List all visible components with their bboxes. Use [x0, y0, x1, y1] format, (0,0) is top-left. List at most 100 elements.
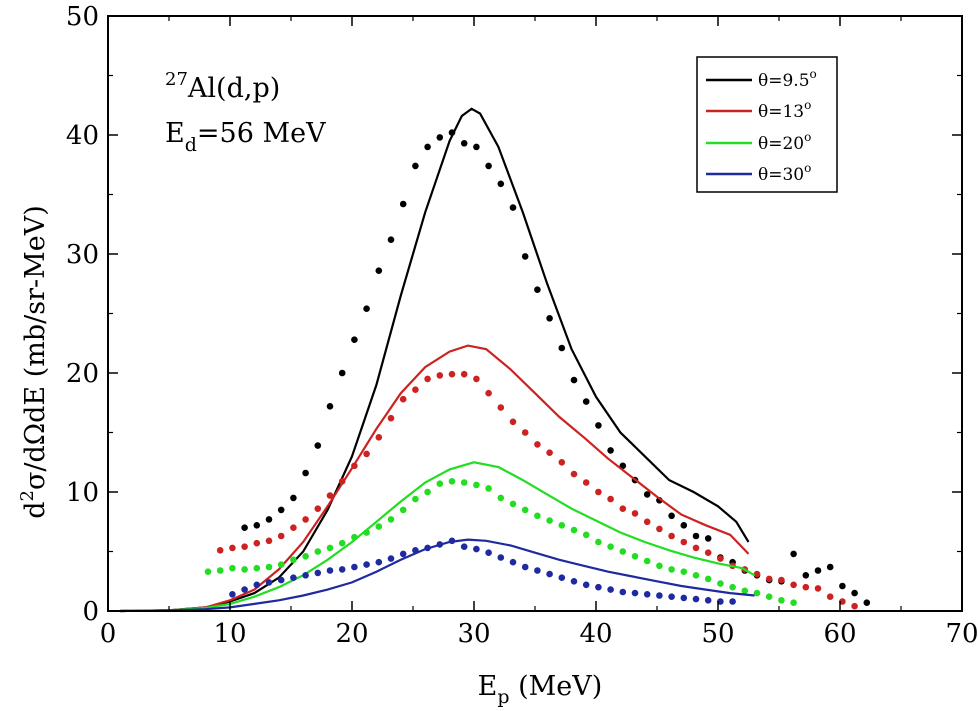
y-tick-label-2: 20	[66, 359, 99, 389]
annotation-energy-main: E	[165, 118, 185, 149]
series-2-point-4	[253, 564, 261, 572]
series-2-point-21	[460, 479, 468, 486]
series-3-point-3	[265, 579, 273, 586]
series-2-point-40	[692, 572, 700, 579]
series-1-point-17	[424, 375, 431, 383]
series-3-point-12	[375, 558, 383, 566]
annotation-reaction-sup: 27	[165, 69, 188, 90]
series-2-point-27	[534, 512, 541, 520]
series-0-point-29	[595, 422, 602, 429]
series-1-point-9	[326, 492, 334, 499]
series-0-point-20	[485, 162, 492, 170]
series-2-point-17	[412, 495, 419, 503]
annotation-reaction: 27Al(d,p)	[165, 69, 280, 104]
x-tick-label-6: 60	[823, 619, 856, 649]
series-1-point-22	[485, 389, 492, 397]
series-1-point-11	[351, 462, 358, 470]
annotation-energy: Ed=56 MeV	[165, 118, 326, 156]
series-1-point-28	[558, 459, 566, 466]
series-0-point-4	[290, 494, 297, 502]
legend-label-0-sup: o	[810, 67, 817, 81]
series-0-point-8	[338, 369, 346, 377]
series-2-point-43	[729, 583, 736, 591]
series-1-point-2	[241, 543, 248, 550]
series-1-point-15	[399, 395, 407, 403]
series-3-point-0	[229, 591, 236, 598]
series-1-point-44	[753, 570, 761, 578]
series-0-point-49	[839, 582, 846, 590]
series-3-point-28	[570, 578, 578, 585]
series-3-point-22	[497, 554, 505, 561]
series-0-point-2	[265, 516, 273, 523]
series-3-point-6	[302, 572, 309, 579]
series-1-point-33	[619, 505, 627, 512]
series-1-point-35	[643, 518, 651, 526]
series-1-point-13	[375, 434, 383, 441]
legend-label-1-sup: o	[804, 98, 811, 112]
series-0-point-9	[351, 336, 358, 344]
series-2-point-48	[790, 599, 797, 606]
series-2-point-38	[668, 566, 675, 573]
series-2-point-10	[326, 544, 334, 552]
series-0-point-17	[448, 129, 456, 136]
series-1-point-49	[814, 585, 822, 592]
series-1-point-40	[704, 549, 712, 556]
series-1-point-25	[521, 429, 529, 436]
series-2-point-47	[778, 597, 785, 604]
series-3-point-2	[253, 581, 261, 589]
legend-label-0-main: θ=9.5	[758, 71, 810, 91]
series-0-point-7	[326, 403, 334, 410]
series-2-point-37	[656, 562, 663, 570]
series-1-point-12	[363, 450, 370, 458]
series-2-point-23	[485, 485, 492, 492]
series-0-point-19	[473, 143, 480, 151]
series-2-point-20	[448, 478, 456, 485]
series-3-point-36	[668, 593, 675, 600]
y-tick-label-5: 50	[66, 2, 99, 32]
series-2-point-28	[546, 517, 553, 524]
series-1-point-18	[436, 372, 444, 379]
x-axis-title-main: E	[478, 671, 498, 702]
series-2-point-9	[314, 548, 322, 555]
series-0-point-23	[521, 253, 529, 260]
series-0-point-24	[534, 286, 541, 294]
series-0-point-35	[668, 512, 675, 520]
series-2-point-36	[643, 557, 651, 565]
series-1-point-10	[338, 478, 346, 485]
series-3-point-19	[460, 543, 468, 550]
series-0-point-47	[814, 567, 822, 574]
series-2-point-6	[277, 561, 285, 568]
legend-label-3: θ=30o	[758, 161, 811, 185]
series-3-point-7	[314, 569, 322, 577]
series-0-point-21	[497, 180, 505, 188]
series-3-point-13	[387, 555, 395, 562]
series-0-point-3	[277, 506, 285, 514]
legend-label-0: θ=9.5o	[758, 67, 817, 91]
series-1-point-27	[546, 449, 553, 457]
series-1-point-0	[216, 547, 224, 554]
series-0-point-1	[253, 522, 261, 529]
series-1-point-39	[692, 544, 700, 552]
legend-label-2-main: θ=20	[758, 134, 804, 154]
series-3-point-32	[619, 588, 627, 596]
series-1-point-31	[595, 488, 602, 496]
legend-label-2-sup: o	[804, 130, 811, 144]
series-0-point-18	[460, 140, 468, 147]
series-3-point-10	[351, 563, 358, 571]
series-0-point-13	[399, 200, 407, 208]
series-2-point-32	[595, 538, 602, 546]
legend: θ=9.5o θ=13o θ=20o θ=30o	[696, 56, 838, 193]
series-0-point-37	[692, 532, 700, 540]
series-3-point-11	[363, 561, 370, 568]
series-3-point-9	[338, 566, 346, 573]
series-3-point-39	[704, 597, 712, 604]
x-axis-title: Ep (MeV)	[478, 671, 603, 708]
series-2-point-29	[558, 522, 566, 529]
x-tick-label-7: 70	[945, 619, 978, 649]
y-axis-title: d2σ/dΩdE (mb/sr-MeV)	[17, 205, 51, 519]
series-2-point-44	[741, 587, 749, 595]
series-3-point-29	[582, 581, 590, 589]
y-axis-title-rest: σ/dΩdE (mb/sr-MeV)	[20, 205, 51, 490]
x-tick-label-4: 40	[579, 619, 612, 649]
